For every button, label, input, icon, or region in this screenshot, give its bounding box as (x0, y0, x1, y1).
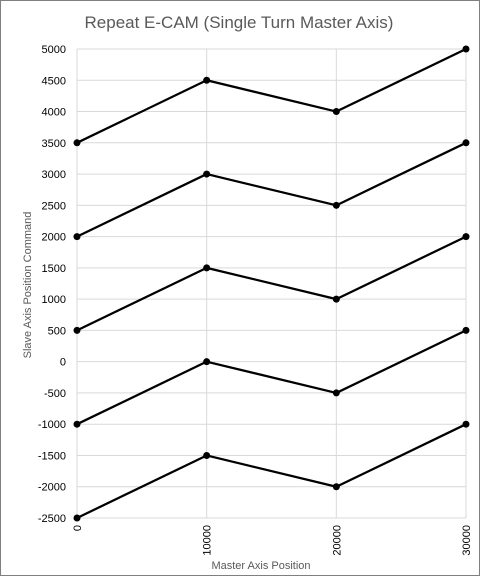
y-tick-label: 5000 (42, 44, 66, 56)
y-tick-label: 1500 (42, 263, 66, 275)
data-point (332, 295, 340, 303)
data-point (332, 389, 340, 397)
series-3 (73, 233, 470, 334)
data-point (332, 483, 340, 491)
series-2 (73, 139, 470, 241)
y-tick-label: 2000 (42, 232, 66, 244)
y-axis-label: Slave Axis Position Command (22, 212, 34, 359)
series-4 (73, 326, 470, 428)
series-1 (73, 45, 470, 147)
y-tick-label: -2000 (38, 482, 66, 494)
y-tick-labels: 5000450040003500300025002000150010005000… (38, 44, 66, 525)
y-tick-label: 2500 (42, 200, 66, 212)
x-tick-label: 20000 (331, 525, 343, 556)
data-point (203, 76, 211, 84)
data-point (203, 264, 211, 272)
series-line (76, 235, 467, 332)
data-point (462, 45, 470, 53)
series-5 (73, 420, 470, 522)
data-point (203, 358, 211, 366)
data-point (332, 201, 340, 209)
x-tick-label: 10000 (202, 525, 214, 556)
data-point (332, 108, 340, 116)
series-group (73, 45, 470, 522)
x-tick-label: 30000 (461, 525, 473, 556)
y-tick-label: 3000 (42, 169, 66, 181)
y-tick-label: -2500 (38, 513, 66, 525)
y-tick-label: 3500 (42, 138, 66, 150)
data-point (73, 233, 81, 241)
x-tick-label: 0 (72, 525, 84, 531)
series-line (76, 329, 467, 426)
y-tick-label: -1000 (38, 419, 66, 431)
data-point (73, 326, 81, 334)
y-tick-label: 500 (48, 325, 66, 337)
x-tick-labels: 0 10000 20000 30000 (72, 525, 473, 556)
y-tick-label: 4000 (42, 107, 66, 119)
y-tick-label: -1500 (38, 450, 66, 462)
data-point (462, 139, 470, 147)
data-point (73, 139, 81, 147)
data-point (462, 326, 470, 334)
chart-title: Repeat E-CAM (Single Turn Master Axis) (85, 13, 394, 32)
data-point (462, 233, 470, 241)
data-point (462, 420, 470, 428)
data-point (203, 170, 211, 178)
series-line (76, 141, 467, 238)
y-tick-label: 1000 (42, 294, 66, 306)
data-point (203, 451, 211, 459)
series-line (76, 47, 467, 144)
data-point (73, 420, 81, 428)
series-line (76, 423, 467, 520)
y-tick-label: 4500 (42, 75, 66, 87)
y-tick-label: 0 (60, 357, 66, 369)
y-tick-label: -500 (44, 388, 66, 400)
data-point (73, 514, 81, 522)
x-axis-label: Master Axis Position (211, 560, 310, 572)
